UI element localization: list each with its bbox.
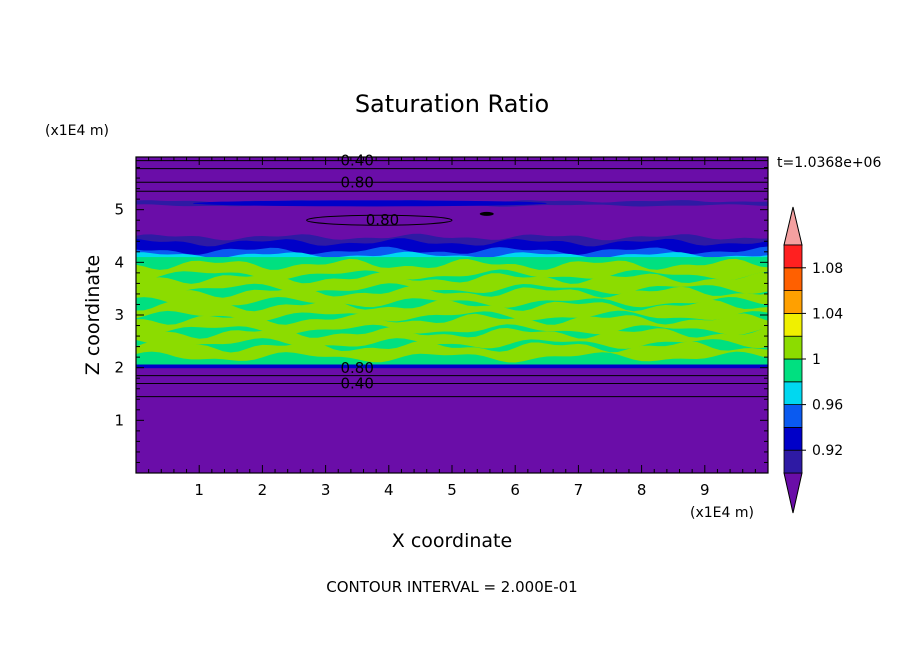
colorbar: 0.92 0.96 1 1.04 1.08: [783, 206, 843, 514]
chart-title: Saturation Ratio: [355, 90, 549, 118]
colorbar-label: 1.08: [812, 261, 843, 277]
colorbar-upper-arrow: [783, 206, 803, 246]
colorbar-segment: [783, 290, 803, 314]
x-tick-label: 7: [574, 481, 584, 499]
x-tick-label: 8: [637, 481, 647, 499]
x-axis-label: X coordinate: [392, 530, 512, 552]
contour-label-group: 0.400.800.800.800.40: [340, 152, 399, 393]
colorbar-segment: [783, 335, 803, 360]
plot-area: [136, 157, 768, 473]
colorbar-segment: [783, 267, 803, 291]
colorbar-segment: [783, 404, 803, 428]
y-tick-label: 2: [114, 359, 124, 377]
x-axis-ticks: 1 2 3 4 5 6 7 8 9: [148, 157, 756, 499]
y-tick-label: 5: [114, 201, 124, 219]
contour-loop: [306, 214, 453, 226]
colorbar-segment: [783, 244, 803, 269]
x-tick-label: 6: [510, 481, 520, 499]
x-tick-label: 3: [321, 481, 331, 499]
contour-label: 0.40: [340, 152, 373, 170]
y-tick-label: 1: [114, 411, 124, 429]
colorbar-segment: [783, 381, 803, 405]
band-base-blue: [136, 364, 768, 369]
band-yellow-green: [136, 313, 768, 336]
contour-spot: [479, 211, 494, 216]
x-tick-label: 1: [194, 481, 204, 499]
colorbar-segment: [783, 358, 803, 383]
time-label: t=1.0368e+06: [777, 155, 881, 171]
contour-label: 0.40: [340, 374, 373, 392]
y-unit-label: (x1E4 m): [45, 123, 109, 139]
contour-label: 0.80: [340, 359, 373, 377]
contour-interval-footer: CONTOUR INTERVAL = 2.000E-01: [326, 578, 577, 596]
y-axis-label: Z coordinate: [82, 255, 104, 375]
colorbar-label: 0.92: [812, 443, 843, 459]
band-yellow-green: [136, 299, 768, 322]
contour-label: 0.80: [366, 211, 399, 229]
field-layers: [136, 200, 768, 369]
colorbar-segment: [783, 312, 803, 337]
colorbar-lower-arrow: [783, 472, 803, 514]
y-tick-label: 4: [114, 253, 124, 271]
x-unit-label: (x1E4 m): [690, 505, 754, 521]
colorbar-segment: [783, 449, 803, 474]
contour-label: 0.80: [340, 173, 373, 191]
colorbar-label: 1: [812, 352, 821, 368]
band-yellow-green: [136, 272, 768, 295]
x-tick-label: 5: [447, 481, 457, 499]
x-tick-label: 4: [384, 481, 394, 499]
band-upper-blue: [192, 200, 547, 207]
y-axis-ticks: 1 2 3 4 5: [114, 167, 768, 463]
x-tick-label: 9: [700, 481, 710, 499]
band-yellow-green: [136, 258, 768, 281]
y-tick-label: 3: [114, 306, 124, 324]
colorbar-label: 1.04: [812, 306, 843, 322]
x-tick-label: 2: [258, 481, 268, 499]
colorbar-label: 0.96: [812, 398, 843, 414]
band-yellow-green: [136, 340, 768, 363]
colorbar-segment: [783, 426, 803, 451]
